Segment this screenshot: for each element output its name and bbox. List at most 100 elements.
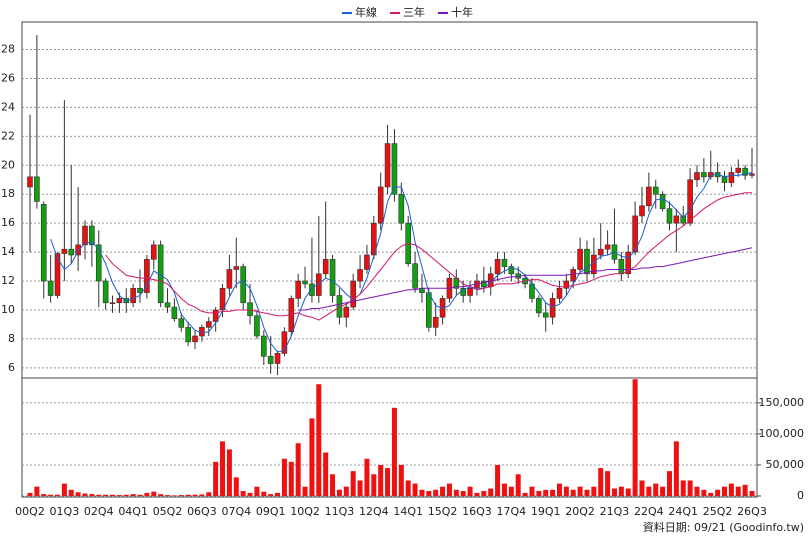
candle-body: [721, 176, 728, 183]
candle-body: [199, 327, 205, 337]
volume-bar: [563, 486, 569, 496]
candle-body: [267, 355, 274, 364]
volume-bar: [653, 483, 659, 496]
candle-body: [481, 280, 487, 288]
candle-body: [281, 331, 288, 354]
volume-bar: [618, 486, 624, 496]
candle-body: [219, 287, 226, 311]
y2-tick-label: 100,000: [759, 427, 805, 440]
candle-body: [260, 335, 267, 357]
volume-bar: [137, 494, 143, 496]
volume-bar: [646, 486, 652, 496]
candle-body: [302, 280, 308, 285]
candle-body: [329, 259, 336, 296]
candle-body: [632, 215, 638, 253]
candle-body: [364, 254, 370, 270]
y-tick-label: 8: [8, 332, 15, 345]
volume-bar: [82, 493, 88, 496]
volume-bar: [316, 384, 322, 496]
volume-bar: [336, 489, 342, 496]
candle-body: [467, 287, 473, 296]
volume-bar: [48, 494, 54, 496]
candle-body: [178, 318, 185, 328]
volume-bar: [467, 486, 473, 496]
volume-bar: [371, 474, 377, 496]
legend-label: 十年: [451, 5, 473, 19]
volume-bar: [721, 486, 727, 496]
volume-bar: [171, 495, 177, 496]
candle-body: [384, 143, 391, 188]
candle-body: [646, 186, 652, 207]
candle-body: [749, 173, 755, 176]
x-tick-label: 02Q4: [84, 505, 114, 518]
legend-label: 年線: [355, 5, 377, 19]
volume-bar: [27, 492, 33, 496]
volume-bar: [577, 486, 583, 496]
candle-body: [501, 259, 508, 267]
volume-bar: [350, 471, 356, 496]
x-tick-label: 04Q1: [118, 505, 148, 518]
x-tick-label: 10Q2: [290, 505, 320, 518]
x-tick-label: 16Q3: [462, 505, 492, 518]
candle-body: [742, 167, 748, 176]
volume-bar: [61, 483, 67, 496]
x-tick-label: 21Q3: [600, 505, 630, 518]
candle-body: [357, 269, 363, 282]
candle-body: [432, 316, 439, 328]
candle-body: [116, 298, 123, 304]
candle-body: [322, 259, 329, 275]
candle-body: [274, 353, 281, 364]
x-tick-label: 26Q3: [737, 505, 767, 518]
candle-body: [89, 225, 95, 246]
candle-body: [426, 292, 432, 328]
candle-body: [577, 248, 583, 270]
volume-bar: [694, 486, 700, 496]
ma-line: [298, 247, 753, 311]
candle-body: [412, 263, 418, 289]
footnote: 資料日期: 09/21 (Goodinfo.tw): [643, 520, 804, 534]
candle-body: [309, 283, 315, 296]
candle-body: [556, 287, 563, 299]
volume-bar: [103, 494, 109, 496]
volume-bar: [522, 492, 528, 496]
volume-bar: [453, 489, 459, 496]
volume-bar: [495, 464, 501, 496]
candle-body: [144, 259, 150, 293]
volume-bar: [591, 486, 597, 496]
volume-bar: [391, 407, 397, 496]
volume-bar: [213, 461, 219, 496]
plot-frame: [21, 21, 758, 498]
candle-body: [164, 302, 171, 308]
y-tick-label: 10: [1, 303, 15, 316]
volume-bar: [116, 495, 122, 496]
volume-bar: [110, 494, 116, 496]
volume-bar: [302, 486, 308, 496]
legend-label: 三年: [403, 5, 425, 19]
candle-body: [701, 172, 707, 178]
ma-line: [105, 192, 752, 321]
x-tick-label: 15Q2: [428, 505, 458, 518]
volume-bar: [385, 468, 391, 496]
volume-bar: [130, 494, 136, 496]
volume-bar: [323, 452, 329, 496]
volume-bar: [611, 488, 617, 496]
volume-bar: [446, 483, 452, 496]
volume-bar: [529, 486, 535, 496]
y2-tick-label: 50,000: [766, 458, 805, 471]
volume-bar: [192, 494, 198, 496]
x-tick-label: 25Q2: [703, 505, 733, 518]
volume-bar: [419, 489, 425, 496]
candle-body: [40, 204, 47, 282]
volume-bar: [666, 471, 672, 496]
candle-body: [247, 302, 253, 317]
volume-bar: [240, 491, 246, 496]
candle-body: [102, 280, 109, 304]
candle-body: [109, 302, 116, 305]
volume-bar: [749, 491, 755, 496]
x-tick-label: 01Q3: [50, 505, 80, 518]
volume-bar: [398, 464, 404, 496]
volume-bar: [357, 480, 363, 496]
candle-body: [226, 269, 233, 289]
volume-bar: [268, 494, 274, 496]
volume-bar: [34, 486, 40, 496]
